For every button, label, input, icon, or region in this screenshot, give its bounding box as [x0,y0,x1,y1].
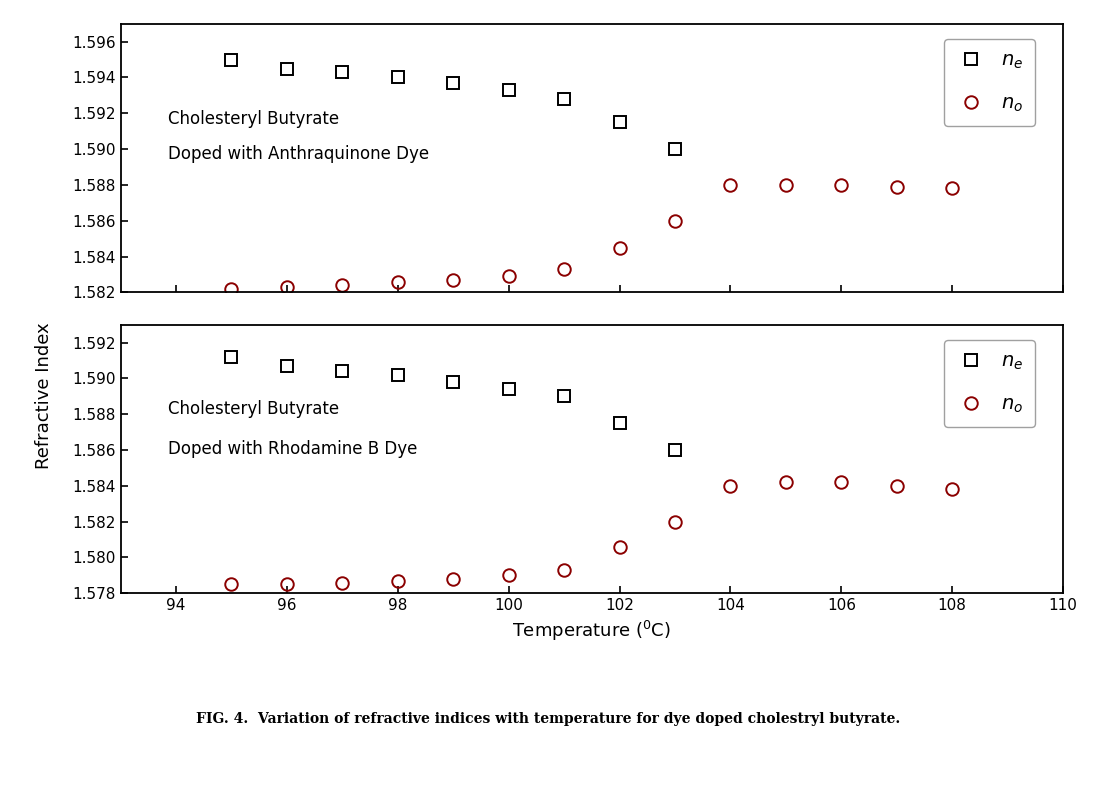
Text: Cholesteryl Butyrate: Cholesteryl Butyrate [168,399,339,418]
X-axis label: Temperature ($^0$C): Temperature ($^0$C) [512,619,672,643]
Text: Cholesteryl Butyrate: Cholesteryl Butyrate [168,110,339,127]
Legend: $n_e$, $n_o$: $n_e$, $n_o$ [945,39,1035,126]
Text: FIG. 4.  Variation of refractive indices with temperature for dye doped cholestr: FIG. 4. Variation of refractive indices … [196,712,900,726]
Legend: $n_e$, $n_o$: $n_e$, $n_o$ [945,339,1035,427]
Text: Doped with Rhodamine B Dye: Doped with Rhodamine B Dye [168,440,418,458]
Text: Doped with Anthraquinone Dye: Doped with Anthraquinone Dye [168,145,429,163]
Text: Refractive Index: Refractive Index [35,322,53,469]
